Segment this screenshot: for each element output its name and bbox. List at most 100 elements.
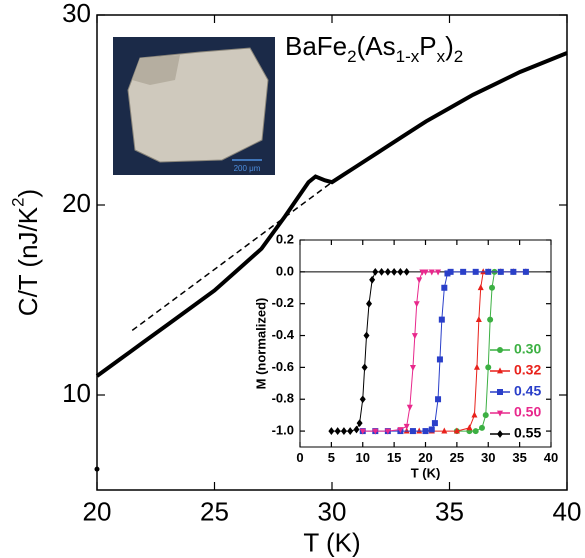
marker [416, 427, 423, 434]
legend-label: 0.55 [514, 425, 541, 441]
scale-bar-label: 200 μm [234, 164, 261, 173]
x-tick-label: 25 [200, 496, 229, 526]
marker [447, 268, 454, 275]
marker [353, 425, 360, 434]
marker [482, 412, 489, 419]
formula-part: x [437, 47, 446, 66]
legend-marker [497, 347, 503, 353]
marker [444, 270, 451, 277]
marker [441, 427, 448, 434]
x-tick-label: 35 [435, 496, 464, 526]
x-tick-label: 5 [328, 450, 335, 465]
legend-marker [497, 430, 503, 438]
marker [359, 428, 366, 435]
marker [413, 301, 420, 308]
marker [428, 269, 435, 276]
x-tick-label: 15 [387, 450, 401, 465]
data-line [95, 51, 568, 378]
y-tick-label: 30 [62, 0, 91, 28]
marker [422, 269, 429, 276]
marker [428, 426, 435, 433]
x-tick-label: 0 [296, 450, 303, 465]
photo: 200 μm [113, 37, 275, 175]
formula-part: 2 [347, 47, 356, 66]
marker [475, 316, 482, 323]
formula-part: P [419, 31, 436, 61]
formula-part: 1-x [396, 47, 420, 66]
legend-marker [497, 410, 503, 417]
marker [472, 268, 479, 275]
formula-part: BaFe [285, 31, 347, 61]
x-axis-label: T (K) [303, 527, 360, 557]
marker [409, 364, 416, 371]
marker [438, 316, 445, 323]
x-tick-label: 25 [450, 450, 464, 465]
marker [411, 333, 418, 340]
marker [397, 427, 404, 434]
marker [453, 427, 460, 434]
marker [94, 466, 100, 472]
y-tick-label: 10 [62, 378, 91, 408]
marker [372, 267, 379, 276]
marker [384, 267, 391, 276]
marker [485, 364, 492, 371]
marker [403, 427, 410, 434]
legend-marker [497, 389, 503, 395]
marker [406, 404, 413, 411]
marker [366, 299, 373, 308]
marker [378, 267, 385, 276]
marker [435, 396, 442, 403]
marker [473, 363, 480, 370]
x-axis-label: T (K) [411, 466, 441, 481]
x-tick-label: 20 [418, 450, 432, 465]
y-tick-label: -1.0 [272, 423, 294, 438]
marker [361, 363, 368, 372]
crystal-facet [132, 55, 180, 85]
marker [477, 284, 484, 291]
x-tick-label: 40 [544, 450, 558, 465]
marker [471, 411, 478, 418]
x-tick-label: 40 [553, 496, 582, 526]
formula-part: ) [445, 31, 454, 61]
marker [466, 424, 473, 431]
marker [363, 331, 370, 340]
marker [485, 268, 492, 275]
marker [460, 268, 467, 275]
marker [372, 428, 379, 435]
formula-part: 2 [454, 47, 463, 66]
marker [510, 268, 517, 275]
marker [489, 284, 496, 291]
legend-marker [497, 367, 503, 374]
y-tick-label: -0.2 [272, 295, 294, 310]
x-tick-label: 20 [83, 496, 112, 526]
y-axis-label-part: 2 [9, 197, 28, 206]
marker [403, 267, 410, 276]
y-tick-label: -0.8 [272, 391, 294, 406]
marker [340, 427, 347, 435]
marker [497, 268, 504, 275]
marker [328, 427, 335, 435]
marker [472, 428, 479, 435]
x-tick-label: 30 [318, 496, 347, 526]
y-axis-label: C/T (nJ/K2) [9, 189, 43, 316]
x-tick-label: 35 [512, 450, 526, 465]
marker [347, 427, 354, 435]
y-tick-label: 20 [62, 188, 91, 218]
y-tick-label: -0.6 [272, 359, 294, 374]
marker [436, 356, 443, 363]
marker [359, 395, 366, 404]
x-tick-label: 30 [481, 450, 495, 465]
y-tick-label: 0.2 [276, 231, 294, 246]
legend-label: 0.50 [514, 404, 541, 420]
formula: BaFe2(As1-xPx)2 [285, 31, 463, 67]
formula-part: (As [357, 31, 396, 61]
marker [522, 268, 529, 275]
y-tick-label: -0.4 [272, 327, 295, 342]
legend-label: 0.45 [514, 383, 541, 399]
marker [431, 420, 438, 427]
y-axis-label-part: ) [13, 189, 43, 198]
legend-label: 0.30 [514, 341, 541, 357]
marker [384, 428, 391, 435]
y-axis-label-part: C/T (nJ/K [13, 206, 43, 316]
